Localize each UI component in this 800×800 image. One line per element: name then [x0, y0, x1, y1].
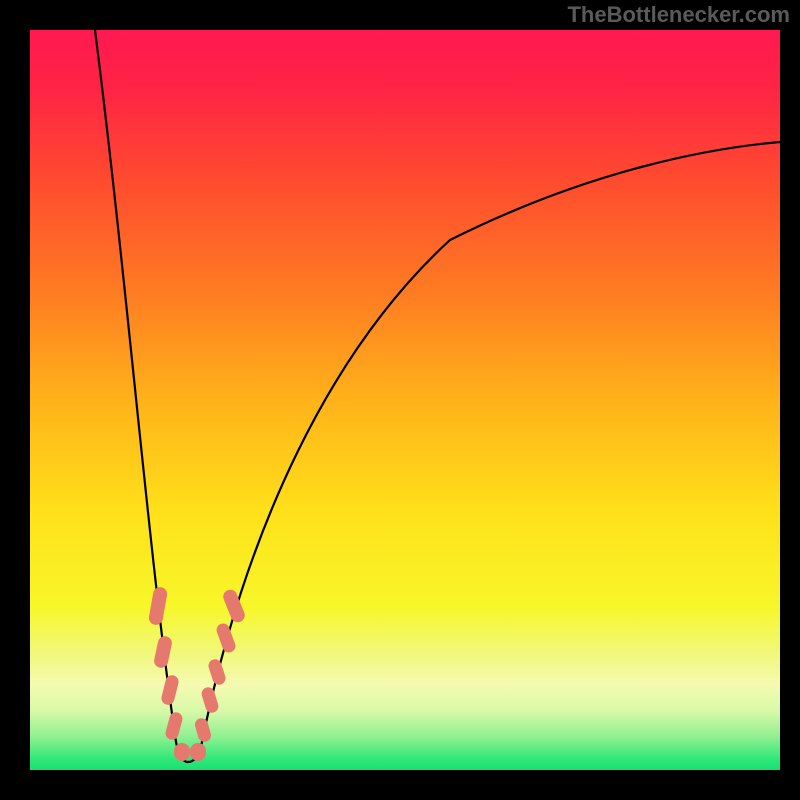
data-marker	[190, 743, 206, 761]
watermark-text: TheBottlenecker.com	[567, 2, 790, 28]
data-marker	[221, 588, 247, 625]
data-marker	[200, 686, 220, 715]
data-marker	[215, 622, 237, 655]
curve-layer	[30, 30, 780, 770]
data-marker	[193, 717, 212, 744]
data-marker	[174, 743, 190, 761]
bottleneck-curve	[95, 30, 780, 762]
chart-frame: TheBottlenecker.com	[0, 0, 800, 800]
data-markers	[148, 586, 247, 761]
data-marker	[164, 711, 184, 741]
data-marker	[160, 674, 180, 706]
plot-area	[30, 30, 780, 770]
data-marker	[207, 658, 227, 687]
data-marker	[153, 635, 173, 669]
data-marker	[148, 586, 168, 626]
